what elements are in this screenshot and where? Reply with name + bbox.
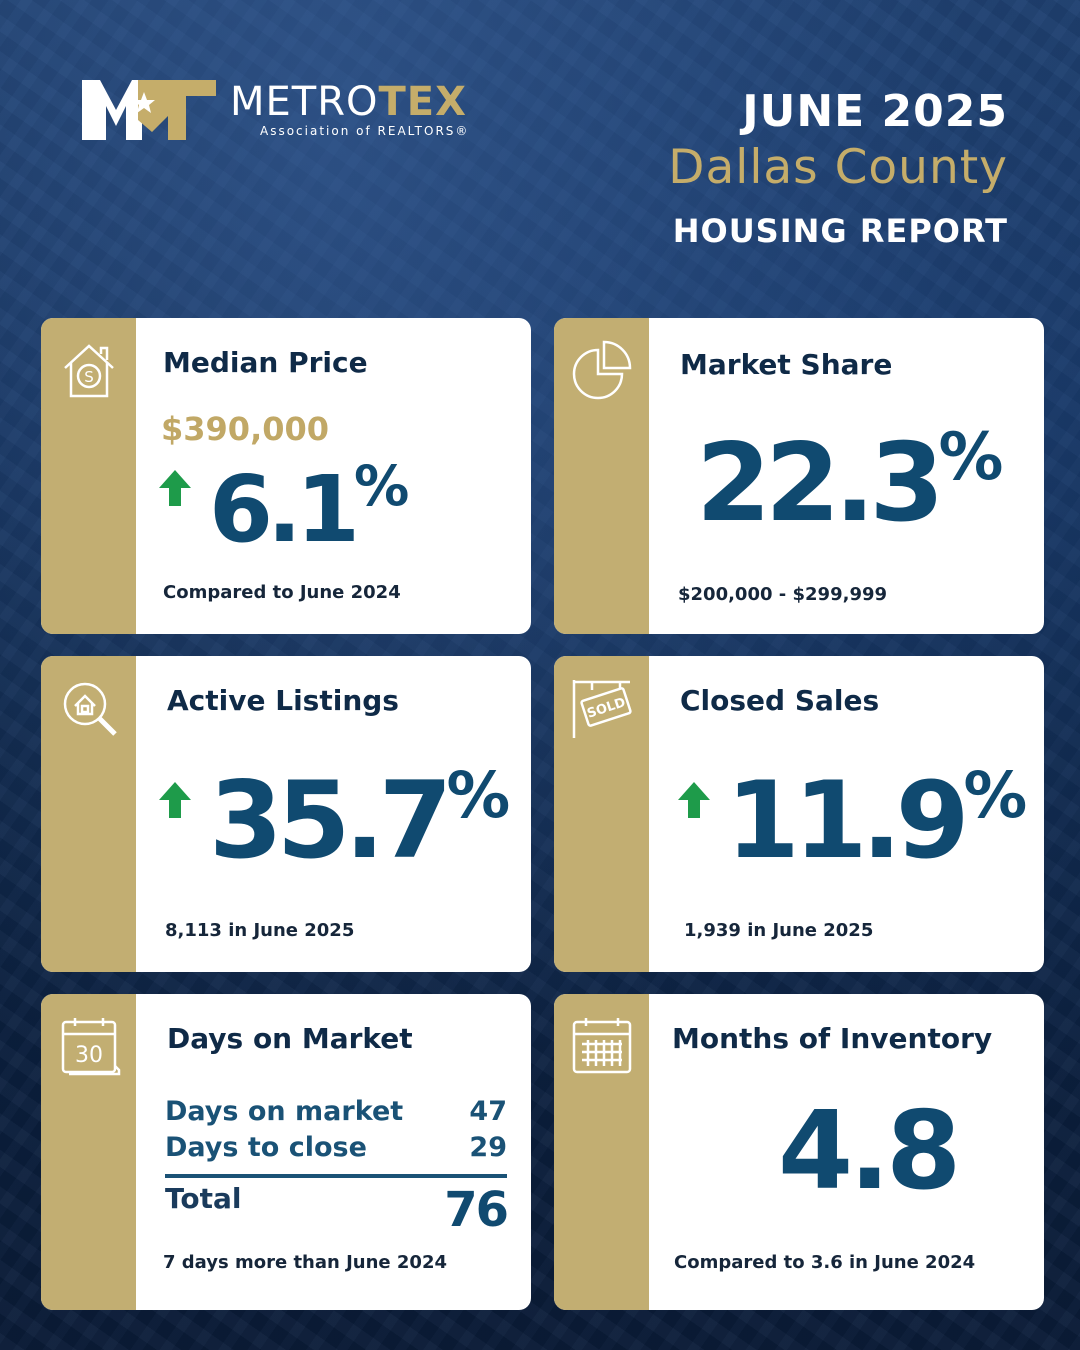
svg-text:30: 30 <box>75 1043 103 1068</box>
closed-sales-change: 11.9% <box>726 758 1027 882</box>
active-listings-card: Active Listings 35.7% 8,113 in June 2025 <box>41 656 531 972</box>
card-accent-strip <box>41 994 136 1310</box>
days-on-market-card: 30 Days on Market Days on market 47 Days… <box>41 994 531 1310</box>
median-price-card: S Median Price $390,000 6.1% Compared to… <box>41 318 531 634</box>
card-accent-strip <box>554 994 649 1310</box>
months-inventory-value: 4.8 <box>778 1089 961 1214</box>
calendar-grid-icon <box>572 1018 632 1074</box>
dom-divider <box>165 1174 507 1178</box>
median-price-value: $390,000 <box>161 410 330 448</box>
card-note: Compared to June 2024 <box>163 582 401 603</box>
mt-logo-mark-icon <box>82 80 216 140</box>
card-accent-strip <box>41 318 136 634</box>
market-share-value: 22.3% <box>696 420 1003 546</box>
card-title: Months of Inventory <box>672 1022 993 1055</box>
svg-text:S: S <box>84 368 94 386</box>
report-month: JUNE 2025 <box>742 86 1008 137</box>
card-note: 7 days more than June 2024 <box>163 1252 448 1273</box>
card-note: $200,000 - $299,999 <box>678 584 888 605</box>
pie-chart-icon <box>572 340 632 400</box>
market-share-card: Market Share 22.3% $200,000 - $299,999 <box>554 318 1044 634</box>
card-accent-strip <box>554 318 649 634</box>
card-accent-strip <box>554 656 649 972</box>
closed-sales-card: SOLD Closed Sales 11.9% 1,939 in June 20… <box>554 656 1044 972</box>
dom-row-days-on-market: Days on market 47 <box>165 1096 507 1127</box>
calendar-30-icon: 30 <box>61 1018 121 1076</box>
report-title: HOUSING REPORT <box>672 212 1008 250</box>
card-note: 8,113 in June 2025 <box>165 920 355 941</box>
dom-row-days-to-close: Days to close 29 <box>165 1132 507 1163</box>
logo-wordmark: METROTEX <box>230 79 467 125</box>
up-arrow-icon <box>678 782 710 818</box>
active-listings-change: 35.7% <box>209 758 510 882</box>
card-title: Closed Sales <box>680 684 880 717</box>
card-title: Median Price <box>163 346 368 379</box>
dom-row-value: 47 <box>469 1096 507 1127</box>
card-note: 1,939 in June 2025 <box>684 920 874 941</box>
card-title: Days on Market <box>167 1022 413 1055</box>
dom-total-value: 76 <box>444 1182 509 1238</box>
dom-row-value: 29 <box>469 1132 507 1163</box>
months-inventory-card: Months of Inventory 4.8 Compared to 3.6 … <box>554 994 1044 1310</box>
up-arrow-icon <box>159 470 191 506</box>
card-title: Active Listings <box>167 684 399 717</box>
dom-row-label: Days on market <box>165 1096 404 1127</box>
card-note: Compared to 3.6 in June 2024 <box>674 1252 976 1273</box>
up-arrow-icon <box>159 782 191 818</box>
sold-sign-icon: SOLD <box>572 680 632 738</box>
house-dollar-icon: S <box>64 344 114 398</box>
metrotex-logo: METROTEX Association of REALTORS® <box>82 76 512 144</box>
dom-row-label: Days to close <box>165 1132 367 1163</box>
dom-total-label: Total <box>165 1182 242 1215</box>
house-search-icon <box>63 682 117 736</box>
median-price-change: 6.1% <box>209 455 409 563</box>
county-name: Dallas County <box>668 140 1008 195</box>
card-title: Market Share <box>680 348 893 381</box>
logo-subtitle: Association of REALTORS® <box>260 124 470 138</box>
